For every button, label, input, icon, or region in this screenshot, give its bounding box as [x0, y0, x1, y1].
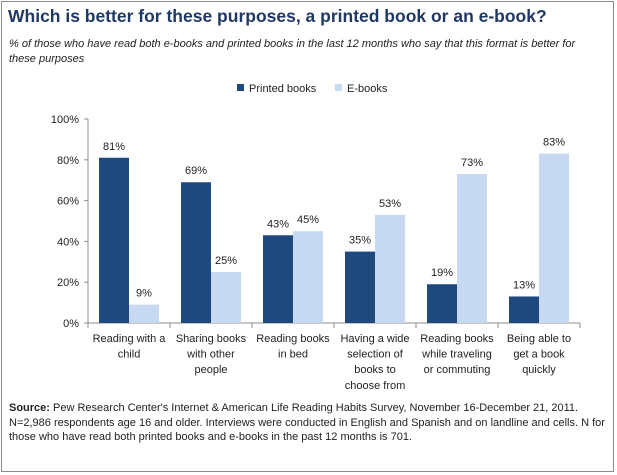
legend-label-printed-books: Printed books [249, 83, 317, 95]
x-tick-label: Being able to get a book quickly [507, 333, 571, 376]
x-tick-label-line: choose from [345, 380, 406, 392]
x-tick-label-line: quickly [522, 364, 556, 376]
bar-e-books [539, 153, 569, 323]
source-text: Pew Research Center's Internet & America… [9, 402, 605, 444]
x-tick-label-line: or commuting [424, 364, 491, 376]
y-tick-label: 20% [57, 277, 79, 289]
data-label: 81% [103, 141, 125, 153]
bar-printed-books [427, 284, 457, 323]
data-label: 13% [513, 279, 535, 291]
data-label: 43% [267, 218, 289, 230]
bar-printed-books [181, 182, 211, 323]
bar-e-books [211, 272, 241, 323]
data-label: 19% [431, 267, 453, 279]
chart-title: Which is better for these purposes, a pr… [8, 6, 547, 26]
bar-e-books [457, 174, 487, 323]
legend-swatch-e-books [335, 84, 342, 91]
x-tick-label-line: child [118, 349, 141, 361]
data-label: 73% [461, 157, 483, 169]
y-tick-label: 60% [57, 196, 79, 208]
x-tick-label-line: Having a wide [340, 333, 409, 345]
x-tick-label: Reading books in bed [256, 333, 330, 361]
y-tick-label: 0% [63, 318, 79, 330]
bar-printed-books [99, 157, 129, 323]
x-tick-label-line: Reading books [256, 333, 330, 345]
x-tick-label-line: Being able to [507, 333, 571, 345]
x-tick-label-line: people [194, 364, 227, 376]
data-label: 9% [136, 288, 152, 300]
x-tick-label-line: while traveling [421, 349, 492, 361]
bar-printed-books [263, 235, 293, 323]
bar-chart: 0% 20% 40% 60% 80% 100% 81% 9% Reading with a chi… [51, 83, 581, 392]
source-label: Source: [9, 402, 50, 414]
x-tick-label-line: Sharing books [176, 333, 247, 345]
y-tick-label: 40% [57, 236, 79, 248]
y-tick-label: 100% [51, 114, 79, 126]
x-tick-label-line: books to [354, 364, 396, 376]
legend-label-e-books: E-books [347, 83, 388, 95]
data-label: 69% [185, 165, 207, 177]
bar-printed-books [509, 296, 539, 323]
x-tick-label-line: Reading with a [93, 333, 167, 345]
source-note: Source: Pew Research Center's Internet &… [9, 401, 607, 445]
bar-e-books [129, 304, 159, 323]
chart-subtitle: % of those who have read both e-books an… [9, 38, 576, 65]
data-label: 45% [297, 214, 319, 226]
x-tick-label-line: with other [186, 349, 235, 361]
x-tick-label: Reading with a child [93, 333, 167, 361]
data-label: 53% [379, 198, 401, 210]
x-tick-label: Having a wide selection of books to choose … [340, 333, 409, 392]
bar-e-books [375, 214, 405, 323]
x-tick-label-line: get a book [513, 349, 565, 361]
x-tick-label: Sharing books with other people [176, 333, 247, 376]
bar-printed-books [345, 251, 375, 323]
data-label: 35% [349, 235, 371, 247]
y-tick-label: 80% [57, 155, 79, 167]
bar-e-books [293, 231, 323, 323]
legend-swatch-printed-books [237, 84, 244, 91]
data-label: 25% [215, 255, 237, 267]
x-tick-label-line: selection of [347, 349, 404, 361]
x-tick-label: Reading books while traveling or commuting [420, 333, 494, 376]
x-tick-label-line: in bed [278, 349, 308, 361]
data-label: 83% [543, 137, 565, 149]
x-tick-label-line: Reading books [420, 333, 494, 345]
